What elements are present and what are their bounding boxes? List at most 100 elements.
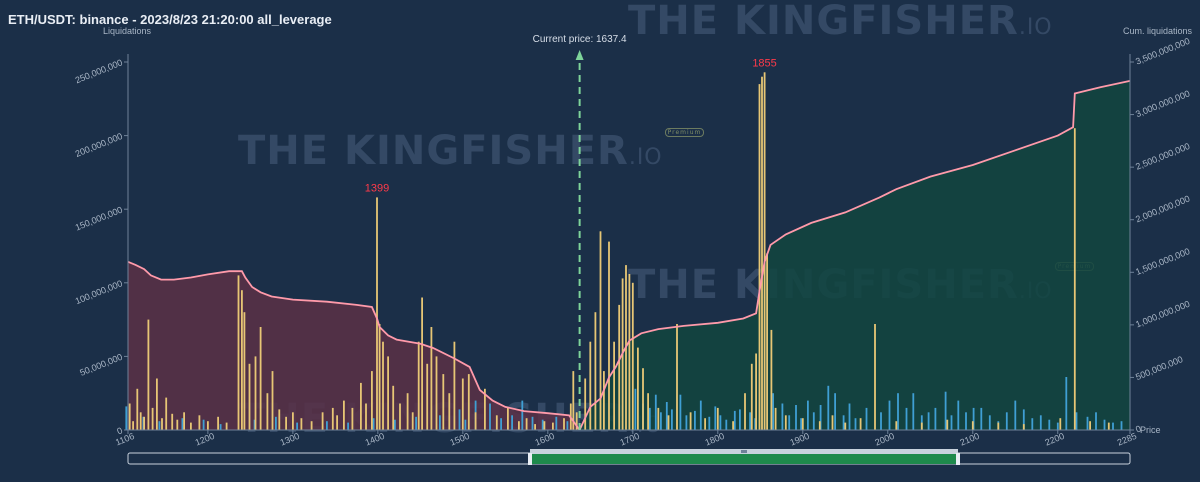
liquidation-bar-blue	[980, 407, 983, 430]
liquidation-bar-yellow	[761, 76, 763, 430]
liquidation-bar-yellow	[300, 418, 303, 430]
x-tick-label: 2285	[1116, 431, 1138, 448]
liquidation-bar-yellow	[755, 353, 757, 430]
y-tick-label-left: 150,000,000	[74, 205, 124, 233]
liquidation-bar-yellow	[844, 422, 847, 430]
liquidation-bar-blue	[1120, 421, 1123, 430]
liquidation-bar-yellow	[631, 282, 634, 430]
liquidation-bar-yellow	[217, 416, 219, 430]
y-tick-label-right: 500,000,000	[1134, 354, 1184, 382]
liquidation-bar-yellow	[507, 407, 509, 430]
x-axis-title: Price	[1140, 425, 1161, 435]
liquidation-bar-yellow	[495, 415, 498, 430]
liquidation-bar-yellow	[176, 419, 179, 430]
liquidation-bar-yellow	[376, 197, 378, 430]
liquidation-bar-yellow	[371, 371, 373, 430]
liquidation-bar-blue	[834, 393, 836, 430]
y-tick-label-right: 1,500,000,000	[1134, 246, 1191, 277]
liquidation-bar-yellow	[266, 393, 269, 430]
liquidation-bar-yellow	[784, 415, 787, 430]
liquidation-bar-yellow	[156, 378, 158, 430]
liquidation-bar-yellow	[584, 378, 587, 430]
liquidation-bar-yellow	[417, 341, 420, 430]
liquidation-bar-blue	[819, 405, 822, 430]
liquidation-bar-blue	[326, 421, 328, 430]
liquidation-bar-yellow	[971, 421, 974, 430]
liquidation-bar-yellow	[534, 424, 536, 430]
liquidation-bar-blue	[897, 393, 899, 430]
liquidation-bar-yellow	[563, 418, 565, 430]
liquidation-bar-blue	[905, 407, 908, 430]
liquidation-bar-yellow	[343, 400, 345, 430]
x-tick-label: 2100	[958, 431, 980, 448]
liquidation-bar-blue	[719, 415, 722, 430]
liquidation-bar-blue	[415, 416, 417, 430]
liquidation-bar-yellow	[165, 397, 168, 430]
liquidation-bar-yellow	[399, 403, 401, 430]
zoom-handle-right[interactable]	[956, 453, 960, 465]
liquidation-bar-blue	[685, 415, 688, 430]
liquidation-bar-yellow	[435, 356, 438, 430]
liquidation-bar-blue	[275, 416, 277, 430]
liquidation-bar-yellow	[543, 421, 546, 430]
x-tick-label: 2200	[1043, 431, 1065, 448]
liquidation-bar-blue	[296, 422, 298, 430]
liquidation-bar-blue	[181, 418, 184, 430]
liquidation-bar-yellow	[801, 418, 804, 430]
liquidation-bar-blue	[654, 394, 657, 430]
liquidation-bar-yellow	[1089, 421, 1091, 430]
liquidation-bar-blue	[739, 409, 741, 430]
liquidation-bar-yellow	[704, 418, 706, 430]
liquidation-bar-yellow	[716, 407, 719, 430]
y-tick-label-left: 100,000,000	[74, 278, 124, 306]
liquidation-bar-yellow	[575, 412, 578, 430]
liquidation-bar-yellow	[336, 415, 338, 430]
liquidation-bar-blue	[888, 400, 891, 430]
liquidation-bar-blue	[489, 403, 491, 430]
liquidation-bar-yellow	[594, 312, 597, 430]
liquidation-bar-yellow	[139, 412, 142, 430]
liquidation-bar-yellow	[618, 304, 621, 430]
liquidation-bar-blue	[848, 403, 851, 430]
liquidation-bar-blue	[464, 419, 467, 430]
x-tick-label: 1400	[364, 431, 386, 448]
liquidation-bar-yellow	[732, 421, 734, 430]
liquidation-bar-yellow	[259, 327, 262, 430]
x-tick-label: 2000	[874, 431, 896, 448]
y-tick-label-left: 50,000,000	[78, 352, 124, 378]
liquidation-bar-yellow	[895, 421, 898, 430]
zoom-handle-left[interactable]	[528, 453, 532, 465]
x-tick-label: 1500	[449, 431, 471, 448]
liquidation-bar-blue	[1048, 419, 1051, 430]
liquidation-bar-yellow	[946, 419, 949, 430]
liquidation-bar-blue	[458, 409, 461, 430]
liquidation-bar-blue	[1095, 412, 1097, 430]
peak-label: 1855	[752, 57, 776, 69]
liquidation-bar-yellow	[608, 241, 610, 430]
liquidation-bar-yellow	[207, 421, 209, 430]
y-axis-title-right: Cum. liquidations	[1123, 26, 1193, 36]
liquidation-bar-yellow	[241, 290, 243, 430]
watermark-top: THE KINGFISHER.IO	[628, 0, 1053, 44]
liquidation-bar-yellow	[430, 327, 433, 430]
liquidation-bar-yellow	[997, 422, 1000, 430]
liquidation-bar-blue	[679, 394, 682, 430]
liquidation-bar-yellow	[378, 324, 381, 430]
liquidation-bar-yellow	[136, 388, 139, 430]
liquidation-bar-blue	[555, 416, 558, 430]
liquidation-bar-yellow	[331, 407, 334, 430]
liquidation-bar-yellow	[237, 275, 240, 430]
liquidation-bar-yellow	[171, 413, 174, 430]
liquidation-bar-blue	[957, 400, 960, 430]
liquidation-bar-yellow	[689, 412, 692, 430]
liquidation-bar-blue	[1056, 422, 1059, 430]
liquidation-bar-blue	[842, 415, 845, 430]
liquidation-bar-blue	[733, 410, 736, 430]
liquidation-bar-blue	[788, 415, 791, 430]
current-price-label: Current price: 1637.4	[533, 34, 627, 45]
liquidation-bar-yellow	[426, 363, 429, 430]
liquidation-bar-blue	[827, 385, 830, 430]
zoom-slider-grip[interactable]	[741, 450, 747, 453]
liquidation-bar-yellow	[859, 418, 862, 430]
y-tick-label-right: 2,000,000,000	[1134, 194, 1191, 225]
